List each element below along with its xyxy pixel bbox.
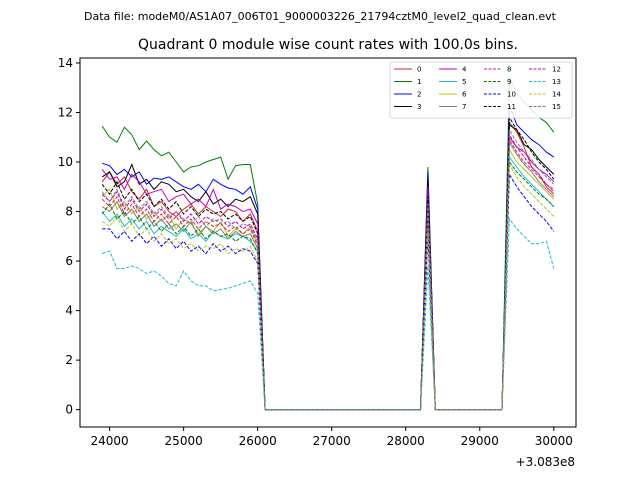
legend-label-8: 8 (507, 66, 511, 74)
y-axis: 0 2 4 6 8 10 12 14 (58, 56, 80, 417)
legend-label-14: 14 (552, 91, 561, 99)
y-tick-label: 8 (65, 205, 73, 219)
legend-box (389, 61, 573, 119)
series-line-0 (101, 120, 555, 411)
legend-label-11: 11 (507, 103, 516, 111)
x-tick-label: 25000 (165, 434, 203, 448)
series-line-13 (102, 217, 555, 411)
y-tick-label: 4 (65, 304, 73, 318)
x-offset-label: +3.083e8 (516, 455, 575, 469)
legend-label-9: 9 (507, 78, 511, 86)
legend-label-6: 6 (462, 91, 467, 99)
series-line-7 (101, 140, 555, 411)
x-tick-label: 27000 (313, 434, 351, 448)
y-tick-label: 6 (65, 254, 73, 268)
y-tick-label: 10 (58, 155, 73, 169)
x-tick-label: 26000 (239, 434, 277, 448)
legend-label-15: 15 (552, 103, 561, 111)
legend-label-12: 12 (552, 66, 561, 74)
series-line-8 (101, 137, 555, 411)
legend-label-13: 13 (552, 78, 561, 86)
legend-label-10: 10 (507, 91, 516, 99)
plot-lines (101, 77, 555, 411)
legend-label-0: 0 (417, 66, 421, 74)
x-tick-label: 28000 (387, 434, 425, 448)
series-line-11 (101, 115, 555, 411)
y-tick-label: 12 (58, 105, 73, 119)
legend-label-3: 3 (417, 103, 421, 111)
series-line-15 (101, 128, 555, 411)
legend-label-7: 7 (462, 103, 466, 111)
legend-label-1: 1 (417, 78, 421, 86)
y-tick-label: 14 (58, 56, 73, 70)
legend-label-4: 4 (462, 66, 467, 74)
y-tick-label: 0 (65, 403, 73, 417)
chart-title: Quadrant 0 module wise count rates with … (138, 37, 518, 53)
legend-label-2: 2 (417, 91, 421, 99)
chart-suptitle: Data file: modeM0/AS1A07_006T01_90000032… (84, 10, 557, 23)
series-line-6 (101, 147, 555, 411)
x-tick-label: 24000 (91, 434, 129, 448)
series-line-2 (102, 104, 555, 411)
x-axis: 24000 25000 26000 27000 28000 29000 30000 (91, 427, 573, 448)
legend-label-5: 5 (462, 78, 466, 86)
series-line-10 (102, 172, 555, 411)
series-line-3 (101, 123, 555, 411)
series-line-9 (101, 160, 555, 411)
y-tick-label: 2 (65, 353, 73, 367)
x-tick-label: 30000 (535, 434, 573, 448)
series-line-1 (101, 77, 555, 411)
plot-frame (79, 57, 577, 428)
series-line-12 (101, 133, 555, 411)
x-tick-label: 29000 (461, 434, 499, 448)
